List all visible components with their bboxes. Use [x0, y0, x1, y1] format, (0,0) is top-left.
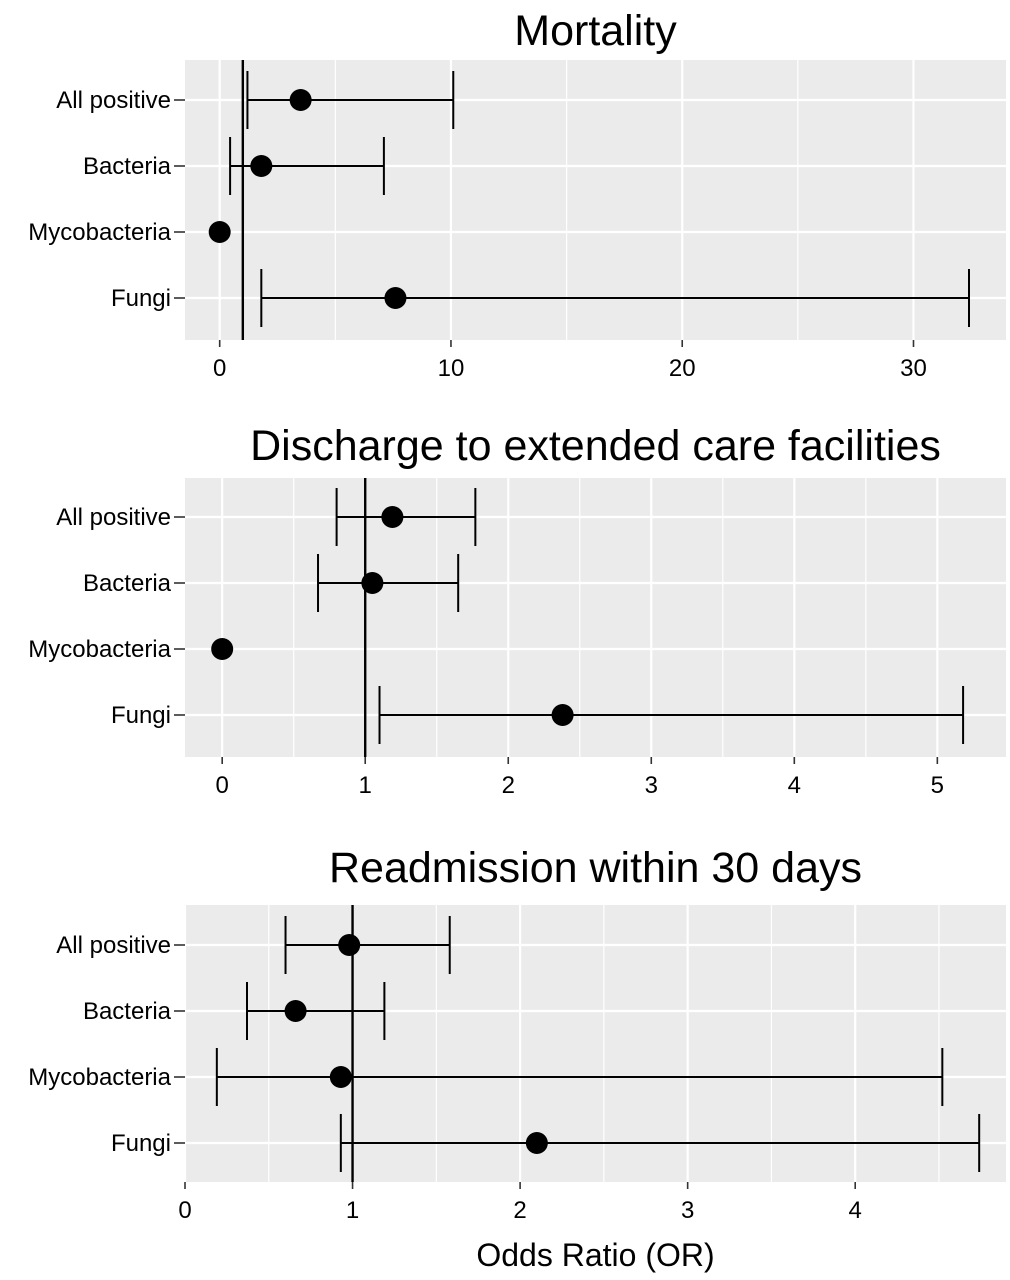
x-tick-label: 10	[438, 355, 465, 382]
chart-panel-1: Mortality All positive Bacteria Mycobacteri…	[28, 7, 1006, 382]
x-tick-label: 5	[931, 772, 944, 799]
category-label: Bacteria	[83, 153, 172, 180]
odds-ratio-point	[250, 155, 273, 177]
category-label: Mycobacteria	[28, 1064, 171, 1091]
plot-background	[185, 905, 1006, 1182]
odds-ratio-point	[338, 934, 361, 956]
x-tick-label: 3	[645, 772, 658, 799]
odds-ratio-point	[384, 287, 407, 309]
category-label: Bacteria	[83, 998, 172, 1025]
chart-title: Discharge to extended care facilities	[250, 422, 941, 470]
x-tick-label: 3	[681, 1197, 694, 1224]
x-axis-label: Odds Ratio (OR)	[476, 1237, 714, 1273]
x-tick-label: 4	[849, 1197, 862, 1224]
odds-ratio-point	[284, 1000, 307, 1022]
odds-ratio-point	[208, 221, 231, 243]
x-tick-label: 2	[502, 772, 515, 799]
category-label: Mycobacteria	[28, 219, 171, 246]
odds-ratio-point	[289, 89, 312, 111]
category-label: Fungi	[111, 1130, 171, 1157]
category-label: All positive	[56, 87, 171, 114]
x-tick-label: 30	[900, 355, 927, 382]
x-tick-label: 20	[669, 355, 696, 382]
category-label: All positive	[56, 504, 171, 531]
x-tick-label: 1	[346, 1197, 359, 1224]
chart-panel-2: Discharge to extended care facilities All…	[28, 422, 1006, 799]
category-label: Mycobacteria	[28, 636, 171, 663]
category-label: Fungi	[111, 285, 171, 312]
chart-panel-3: Readmission within 30 days All positive Ba…	[28, 844, 1006, 1273]
odds-ratio-point	[361, 572, 384, 594]
odds-ratio-point	[525, 1132, 548, 1154]
plot-background	[185, 478, 1006, 757]
odds-ratio-point	[211, 638, 234, 660]
odds-ratio-point	[329, 1066, 352, 1088]
category-label: Bacteria	[83, 570, 172, 597]
x-tick-label: 0	[213, 355, 226, 382]
x-tick-label: 4	[788, 772, 801, 799]
x-tick-label: 1	[359, 772, 372, 799]
odds-ratio-point	[381, 506, 404, 528]
chart-title: Mortality	[514, 7, 677, 55]
x-tick-label: 2	[513, 1197, 526, 1224]
category-label: Fungi	[111, 702, 171, 729]
category-label: All positive	[56, 932, 171, 959]
odds-ratio-point	[551, 704, 574, 726]
x-tick-label: 0	[216, 772, 229, 799]
x-tick-label: 0	[178, 1197, 191, 1224]
chart-title: Readmission within 30 days	[329, 844, 862, 892]
plot-background	[185, 60, 1006, 340]
